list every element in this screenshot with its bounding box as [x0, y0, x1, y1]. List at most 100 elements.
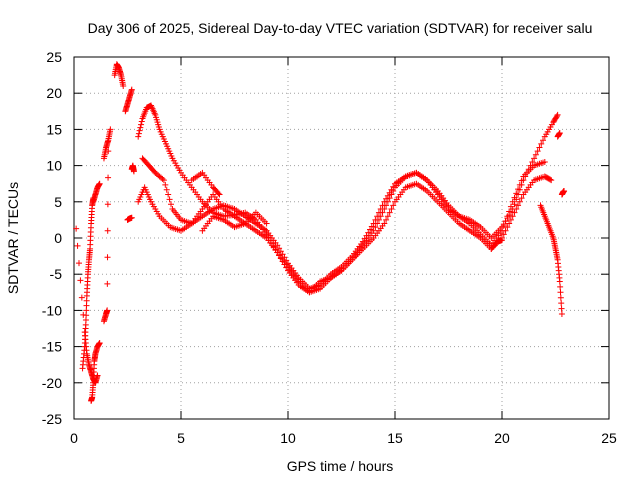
- x-tick-label: 10: [280, 430, 296, 446]
- data-point-marker: [96, 180, 103, 187]
- data-point-marker: [379, 202, 386, 209]
- data-point-marker: [365, 229, 372, 236]
- data-point-marker: [105, 174, 112, 181]
- data-point-marker: [263, 220, 270, 227]
- data-point-marker: [137, 124, 144, 131]
- data-point-marker: [104, 307, 111, 314]
- data-point-marker: [506, 220, 513, 227]
- data-point-marker: [384, 192, 391, 199]
- data-point-marker: [277, 248, 284, 255]
- data-point-marker: [104, 280, 111, 287]
- data-point-marker: [216, 191, 223, 198]
- x-tick-label: 5: [177, 430, 185, 446]
- data-point-marker: [540, 137, 547, 144]
- y-tick-label: 10: [46, 158, 62, 174]
- data-point-marker: [504, 224, 511, 231]
- data-point-marker: [513, 206, 520, 213]
- data-point-marker: [515, 186, 522, 193]
- data-point-marker: [500, 231, 507, 238]
- data-point-marker: [511, 209, 518, 216]
- y-tick-label: 15: [46, 121, 62, 137]
- tick-labels: 0 5 10 15 20 25 -25 -20 -15 -10 -5 0 5 10 15 20 25: [42, 49, 617, 446]
- series-low-a: [124, 214, 135, 223]
- y-tick-label: 0: [54, 230, 62, 246]
- data-point-marker: [74, 242, 81, 249]
- data-point-marker: [367, 226, 374, 233]
- x-tick-label: 15: [387, 430, 403, 446]
- data-point-marker: [538, 140, 545, 147]
- data-point-marker: [138, 121, 145, 128]
- series-rise-a: [100, 148, 112, 325]
- x-axis-label: GPS time / hours: [287, 458, 394, 474]
- series-tail: [537, 202, 565, 318]
- series-low-b: [128, 162, 137, 175]
- data-point-marker: [558, 300, 565, 307]
- data-point-marker: [96, 339, 103, 346]
- y-tick-label: 5: [54, 194, 62, 210]
- y-tick-label: 20: [46, 85, 62, 101]
- data-point-marker: [107, 126, 114, 133]
- x-tick-label: 25: [601, 430, 617, 446]
- data-point-marker: [554, 111, 561, 118]
- data-point-marker: [516, 181, 523, 188]
- data-point-marker: [363, 232, 370, 239]
- data-point-marker: [128, 86, 135, 93]
- data-point-marker: [557, 289, 564, 296]
- data-point-marker: [159, 175, 166, 182]
- series-tail-c: [554, 130, 563, 140]
- y-axis-label: SDTVAR / TECUs: [5, 182, 21, 294]
- series-arc-d: [199, 209, 270, 234]
- data-point-marker: [532, 151, 539, 158]
- data-point-marker: [359, 238, 366, 245]
- data-point-marker: [78, 294, 85, 301]
- data-point-marker: [506, 208, 513, 215]
- data-point-marker: [556, 130, 563, 137]
- data-points: [73, 61, 568, 404]
- data-point-marker: [372, 224, 379, 231]
- data-point-marker: [381, 220, 388, 227]
- data-point-marker: [75, 260, 82, 267]
- data-point-marker: [165, 191, 172, 198]
- data-point-marker: [384, 213, 391, 220]
- data-point-marker: [553, 113, 560, 120]
- series-tail-b: [558, 187, 568, 198]
- series-peak-b: [122, 86, 135, 115]
- data-point-marker: [135, 130, 142, 137]
- data-point-marker: [541, 158, 548, 165]
- data-point-marker: [529, 158, 536, 165]
- data-point-marker: [120, 82, 127, 89]
- data-point-marker: [381, 198, 388, 205]
- data-point-marker: [509, 213, 516, 220]
- data-point-marker: [166, 196, 173, 203]
- data-point-marker: [368, 223, 375, 230]
- data-point-marker: [215, 190, 222, 197]
- data-point-marker: [547, 176, 554, 183]
- data-point-marker: [372, 216, 379, 223]
- series-arc-e: [188, 169, 223, 198]
- data-point-marker: [502, 218, 509, 225]
- y-tick-label: -15: [42, 339, 62, 355]
- data-point-marker: [557, 294, 564, 301]
- data-point-marker: [509, 198, 516, 205]
- data-point-marker: [383, 195, 390, 202]
- data-point-marker: [558, 311, 565, 318]
- data-point-marker: [536, 144, 543, 151]
- data-point-marker: [370, 227, 377, 234]
- series-rise-b: [100, 126, 114, 162]
- data-point-marker: [163, 186, 170, 193]
- data-point-marker: [388, 206, 395, 213]
- data-point-marker: [168, 201, 175, 208]
- data-point-marker: [511, 194, 518, 201]
- data-point-marker: [515, 202, 522, 209]
- data-point-marker: [361, 235, 368, 242]
- data-point-marker: [386, 189, 393, 196]
- data-point-marker: [386, 209, 393, 216]
- data-point-marker: [374, 213, 381, 220]
- data-point-marker: [162, 181, 169, 188]
- data-point-marker: [383, 216, 390, 223]
- data-point-marker: [518, 195, 525, 202]
- y-tick-label: 25: [46, 49, 62, 65]
- data-point-marker: [558, 305, 565, 312]
